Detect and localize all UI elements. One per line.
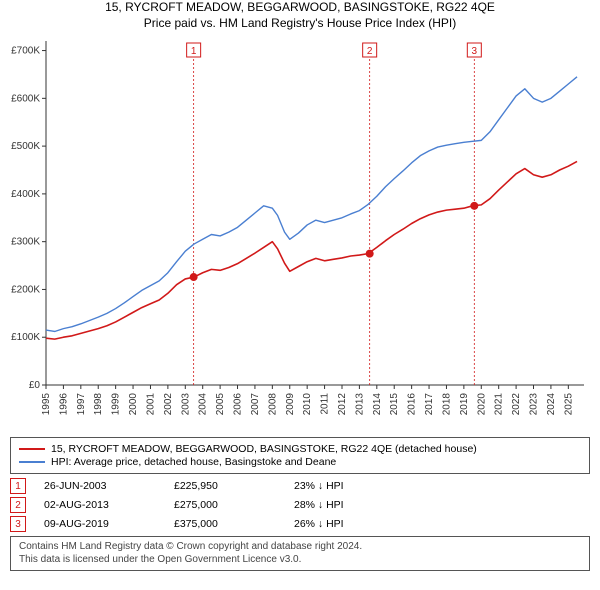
svg-text:2019: 2019 <box>459 393 470 416</box>
svg-text:2: 2 <box>367 46 373 57</box>
svg-text:2017: 2017 <box>424 393 435 416</box>
license-line-1: Contains HM Land Registry data © Crown c… <box>19 541 581 554</box>
svg-text:2011: 2011 <box>320 393 331 415</box>
chart-title: 15, RYCROFT MEADOW, BEGGARWOOD, BASINGST… <box>0 0 600 31</box>
svg-text:£400K: £400K <box>11 189 40 200</box>
svg-text:£700K: £700K <box>11 46 40 57</box>
svg-text:£500K: £500K <box>11 141 40 152</box>
event-badge: 2 <box>10 497 26 513</box>
event-delta: 23% ↓ HPI <box>294 480 344 492</box>
svg-text:2002: 2002 <box>163 393 174 416</box>
chart-area: £0£100K£200K£300K£400K£500K£600K£700K199… <box>42 35 590 429</box>
svg-text:2015: 2015 <box>389 393 400 416</box>
svg-text:2001: 2001 <box>145 393 156 416</box>
event-delta: 26% ↓ HPI <box>294 518 344 530</box>
svg-text:2005: 2005 <box>215 393 226 416</box>
svg-text:£600K: £600K <box>11 94 40 105</box>
svg-text:1999: 1999 <box>111 393 122 416</box>
title-line-2: Price paid vs. HM Land Registry's House … <box>0 16 600 32</box>
event-badge: 3 <box>10 516 26 532</box>
event-date: 26-JUN-2003 <box>44 480 174 492</box>
event-price: £375,000 <box>174 518 294 530</box>
legend-swatch <box>19 448 45 450</box>
svg-text:2009: 2009 <box>285 393 296 416</box>
svg-text:2020: 2020 <box>476 393 487 416</box>
line-chart: £0 £100K £200K £300K £400K £500K £600K £700K 199… <box>4 35 590 429</box>
title-line-1: 15, RYCROFT MEADOW, BEGGARWOOD, BASINGST… <box>0 0 600 16</box>
svg-text:£0: £0 <box>29 380 41 391</box>
svg-text:2008: 2008 <box>267 393 278 416</box>
svg-text:1: 1 <box>191 46 197 57</box>
svg-text:2006: 2006 <box>233 393 244 416</box>
svg-text:2000: 2000 <box>128 393 139 416</box>
event-badge: 1 <box>10 478 26 494</box>
event-date: 09-AUG-2019 <box>44 518 174 530</box>
event-row: 2 02-AUG-2013£275,00028% ↓ HPI <box>10 497 590 513</box>
event-row: 3 09-AUG-2019£375,00026% ↓ HPI <box>10 516 590 532</box>
svg-text:1995: 1995 <box>41 393 52 416</box>
event-price: £225,950 <box>174 480 294 492</box>
svg-text:£300K: £300K <box>11 237 40 248</box>
event-price: £275,000 <box>174 499 294 511</box>
svg-text:1997: 1997 <box>76 393 87 416</box>
legend-label: HPI: Average price, detached house, Basi… <box>51 456 336 468</box>
svg-text:2016: 2016 <box>407 393 418 416</box>
event-row: 1 26-JUN-2003£225,95023% ↓ HPI <box>10 478 590 494</box>
legend-row: HPI: Average price, detached house, Basi… <box>19 456 581 468</box>
legend-swatch <box>19 461 45 463</box>
event-table: 1 26-JUN-2003£225,95023% ↓ HPI 2 02-AUG-201… <box>10 478 590 532</box>
svg-text:3: 3 <box>472 46 478 57</box>
svg-text:2007: 2007 <box>250 393 261 416</box>
svg-text:1998: 1998 <box>93 393 104 416</box>
svg-text:2024: 2024 <box>546 393 557 416</box>
svg-text:£200K: £200K <box>11 285 40 296</box>
legend-row: 15, RYCROFT MEADOW, BEGGARWOOD, BASINGST… <box>19 443 581 455</box>
legend: 15, RYCROFT MEADOW, BEGGARWOOD, BASINGST… <box>10 437 590 474</box>
svg-text:2018: 2018 <box>441 393 452 416</box>
svg-text:2023: 2023 <box>529 393 540 416</box>
svg-text:2004: 2004 <box>198 393 209 416</box>
svg-text:2012: 2012 <box>337 393 348 416</box>
license-line-2: This data is licensed under the Open Gov… <box>19 554 581 567</box>
svg-text:1996: 1996 <box>58 393 69 416</box>
legend-label: 15, RYCROFT MEADOW, BEGGARWOOD, BASINGST… <box>51 443 477 455</box>
svg-text:2022: 2022 <box>511 393 522 416</box>
svg-text:2014: 2014 <box>372 393 383 416</box>
event-delta: 28% ↓ HPI <box>294 499 344 511</box>
svg-text:2025: 2025 <box>563 393 574 416</box>
svg-text:2003: 2003 <box>180 393 191 416</box>
license-box: Contains HM Land Registry data © Crown c… <box>10 536 590 571</box>
svg-text:2013: 2013 <box>354 393 365 416</box>
event-date: 02-AUG-2013 <box>44 499 174 511</box>
svg-text:2010: 2010 <box>302 393 313 416</box>
svg-text:£100K: £100K <box>11 332 40 343</box>
svg-text:2021: 2021 <box>494 393 505 416</box>
